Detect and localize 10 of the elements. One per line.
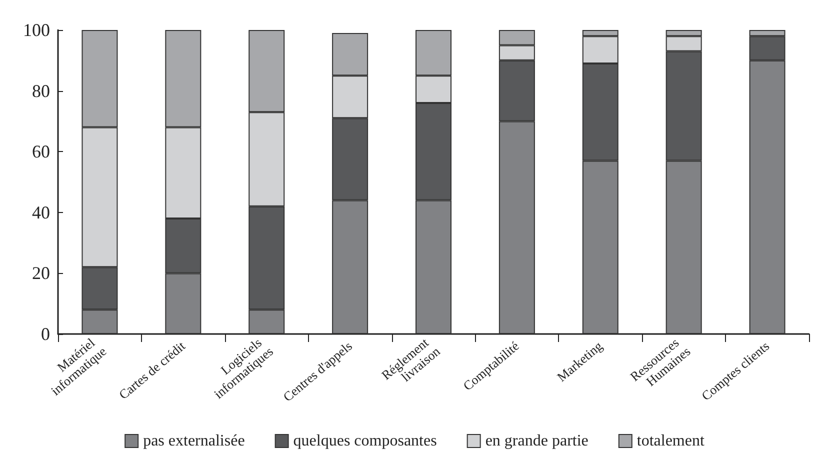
y-tick-label: 60	[32, 142, 50, 162]
legend-label: totalement	[636, 432, 705, 450]
legend-label: quelques composantes	[293, 432, 437, 450]
y-tick-label: 20	[32, 263, 50, 284]
y-tick-label: 40	[32, 202, 50, 222]
y-tick-label: 80	[32, 80, 50, 101]
legend-label: en grande partie	[485, 432, 588, 450]
legend-label: pas externalisée	[143, 432, 245, 450]
y-tick-label: 0	[41, 324, 50, 344]
y-tick-label: 100	[23, 20, 50, 40]
